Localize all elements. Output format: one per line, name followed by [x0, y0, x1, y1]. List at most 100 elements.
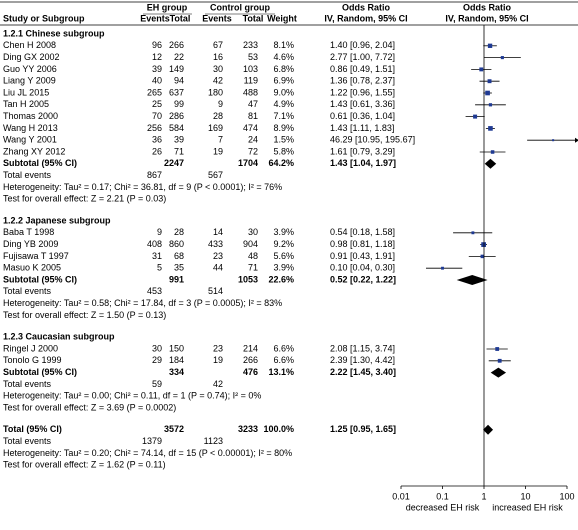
total-events-label: Total events	[3, 286, 52, 296]
eh-total: 71	[174, 146, 184, 156]
header: Control group	[210, 2, 270, 12]
heterogeneity: Heterogeneity: Tau² = 0.00; Chi² = 0.11,…	[3, 391, 261, 401]
ctrl-events: 9	[218, 99, 223, 109]
weight: 6.6%	[273, 355, 294, 365]
ctrl-total: 81	[248, 111, 258, 121]
subtotal-label: Subtotal (95% CI)	[3, 274, 77, 284]
eh-total: 35	[174, 263, 184, 273]
ctrl-events: 1123	[204, 436, 223, 446]
study-name: Wang Y 2001	[3, 135, 57, 145]
eh-total: 150	[169, 343, 184, 353]
ctrl-total: 103	[243, 64, 258, 74]
eh-events: 867	[147, 170, 162, 180]
weight: 9.0%	[273, 87, 294, 97]
subgroup-title: 1.2.1 Chinese subgroup	[3, 28, 105, 38]
eh-events: 265	[147, 87, 162, 97]
study-marker	[495, 347, 500, 351]
eh-total: 28	[174, 227, 184, 237]
ctrl-events: 19	[213, 146, 223, 156]
weight: 4.6%	[273, 52, 294, 62]
odds-ratio: 1.43 [0.61, 3.36]	[330, 99, 395, 109]
study-name: Baba T 1998	[3, 227, 54, 237]
odds-ratio: 1.25 [0.95, 1.65]	[330, 424, 396, 434]
eh-total: 39	[174, 135, 184, 145]
study-marker	[488, 126, 493, 131]
weight: 6.6%	[273, 343, 294, 353]
eh-total: 94	[174, 76, 184, 86]
eh-total: 99	[174, 99, 184, 109]
study-name: Ringel J 2000	[3, 343, 58, 353]
header: Study or Subgroup	[3, 13, 85, 23]
x-tick-label: 10	[520, 491, 530, 501]
ctrl-total: 488	[243, 87, 258, 97]
study-name: Fujisawa T 1997	[3, 251, 69, 261]
x-label-left: decreased EH risk	[406, 502, 480, 512]
ctrl-events: 42	[213, 379, 223, 389]
ctrl-events: 567	[208, 170, 223, 180]
ctrl-events: 7	[218, 135, 223, 145]
odds-ratio: 1.36 [0.78, 2.37]	[330, 76, 395, 86]
study-name: Ding YB 2009	[3, 239, 58, 249]
eh-events: 12	[152, 52, 162, 62]
weight: 5.6%	[273, 251, 294, 261]
pooled-diamond	[483, 424, 494, 435]
weight: 8.1%	[273, 40, 294, 50]
ctrl-events: 23	[213, 343, 223, 353]
subgroup-title: 1.2.3 Caucasian subgroup	[3, 332, 115, 342]
eh-total: 860	[169, 239, 184, 249]
study-marker	[487, 79, 492, 84]
ctrl-total: 30	[248, 227, 258, 237]
study-marker	[441, 266, 444, 270]
overall-effect-test: Test for overall effect: Z = 3.69 (P = 0…	[3, 402, 176, 412]
study-marker	[485, 90, 490, 96]
odds-ratio: 2.39 [1.30, 4.42]	[330, 355, 395, 365]
eh-events: 9	[157, 227, 162, 237]
weight: 22.6%	[268, 274, 294, 284]
study-name: Zhang XY 2012	[3, 146, 65, 156]
odds-ratio: 1.22 [0.96, 1.55]	[330, 87, 395, 97]
ctrl-total: 72	[248, 146, 258, 156]
odds-ratio: 1.40 [0.96, 2.04]	[330, 40, 395, 50]
ctrl-events: 16	[213, 52, 223, 62]
ctrl-events: 23	[213, 251, 223, 261]
header: Total	[170, 13, 191, 23]
eh-events: 96	[152, 40, 162, 50]
eh-events: 30	[152, 343, 162, 353]
heterogeneity: Heterogeneity: Tau² = 0.20; Chi² = 74.14…	[3, 448, 292, 458]
ctrl-events: 28	[213, 111, 223, 121]
x-tick-label: 1	[481, 491, 486, 501]
ctrl-total: 3233	[238, 424, 258, 434]
ctrl-events: 514	[208, 286, 223, 296]
odds-ratio: 1.43 [1.04, 1.97]	[330, 158, 396, 168]
odds-ratio: 0.10 [0.04, 0.30]	[330, 263, 395, 273]
ctrl-events: 30	[213, 64, 223, 74]
study-name: Thomas 2000	[3, 111, 58, 121]
study-marker	[497, 358, 502, 363]
weight: 6.8%	[273, 64, 294, 74]
header: Events	[202, 13, 232, 23]
total-events-label: Total events	[3, 436, 52, 446]
weight: 6.9%	[273, 76, 294, 86]
x-tick-label: 100	[559, 491, 574, 501]
study-marker	[487, 43, 493, 48]
subtotal-label: Subtotal (95% CI)	[3, 367, 77, 377]
ctrl-events: 14	[213, 227, 223, 237]
ctrl-total: 904	[243, 239, 258, 249]
eh-events: 59	[152, 379, 162, 389]
odds-ratio: 0.61 [0.36, 1.04]	[330, 111, 395, 121]
weight: 7.1%	[273, 111, 294, 121]
eh-events: 29	[152, 355, 162, 365]
ctrl-total: 476	[243, 367, 258, 377]
total-events-label: Total events	[3, 170, 52, 180]
eh-events: 25	[152, 99, 162, 109]
overall-effect-test: Test for overall effect: Z = 1.50 (P = 0…	[3, 310, 166, 320]
heterogeneity: Heterogeneity: Tau² = 0.17; Chi² = 36.81…	[3, 182, 282, 192]
odds-ratio: 0.52 [0.22, 1.22]	[330, 274, 396, 284]
odds-ratio: 0.98 [0.81, 1.18]	[330, 239, 395, 249]
study-name: Ding GX 2002	[3, 52, 60, 62]
ctrl-events: 19	[213, 355, 223, 365]
pooled-diamond	[484, 158, 497, 169]
x-tick-label: 0.1	[436, 491, 449, 501]
ctrl-total: 71	[248, 263, 258, 273]
